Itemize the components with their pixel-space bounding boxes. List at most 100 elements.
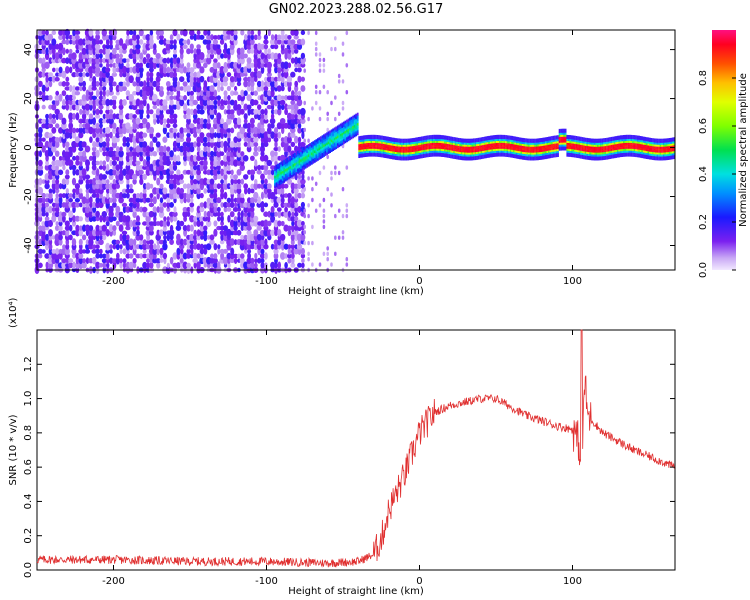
- spectrogram-cell: [223, 191, 228, 200]
- spectrogram-cell: [186, 141, 191, 148]
- spectrogram-cell: [476, 157, 478, 160]
- spectrogram-cell: [42, 34, 46, 41]
- spectrogram-cell: [356, 129, 359, 133]
- spectrogram-cell: [541, 151, 544, 154]
- spectrogram-cell: [289, 168, 292, 172]
- spectrogram-cell: [119, 53, 124, 59]
- spectrogram-cell: [78, 38, 84, 46]
- spectrogram-cell: [388, 139, 391, 142]
- spectrogram-cell: [555, 143, 558, 146]
- spectrogram-cell: [494, 152, 497, 155]
- spectrogram-cell: [290, 100, 296, 105]
- spectrogram-cell: [273, 44, 279, 50]
- spectrogram-cell: [189, 253, 194, 259]
- spectrogram-cell: [139, 141, 144, 148]
- spectrogram-cell: [176, 160, 181, 166]
- spectrogram-cell: [564, 148, 567, 151]
- spectrogram-cell: [388, 137, 391, 140]
- spectrogram-cell: [491, 141, 494, 144]
- spectrogram-cell: [65, 76, 70, 82]
- spectrogram-cell: [266, 61, 272, 69]
- spectrogram-cell: [273, 262, 279, 269]
- spectrogram-cell: [41, 30, 46, 36]
- spectrogram-cell: [206, 178, 211, 185]
- spectrogram-cell: [179, 248, 184, 255]
- spectrogram-cell: [332, 143, 335, 147]
- spectrogram-cell: [401, 150, 403, 153]
- spectrogram-cell: [75, 34, 80, 40]
- spectrogram-cell: [314, 46, 318, 52]
- spectrogram-cell: [213, 228, 218, 237]
- spectrogram-cell: [199, 66, 205, 74]
- spectrogram-cell: [499, 136, 501, 139]
- spectrogram-cell: [72, 100, 76, 105]
- spectrogram-cell: [518, 143, 521, 146]
- spectrogram-cell: [294, 135, 299, 144]
- spectrogram-cell: [300, 161, 302, 165]
- spectrogram-cell: [577, 142, 579, 145]
- spectrogram-cell: [253, 43, 258, 50]
- spectrogram-cell: [549, 156, 552, 159]
- spectrogram-cell: [281, 163, 284, 167]
- spectrogram-cell: [108, 99, 114, 106]
- spectrogram-cell: [587, 140, 590, 143]
- spectrogram-cell: [213, 188, 218, 194]
- spectrogram-cell: [119, 38, 124, 46]
- spectrogram-cell: [227, 257, 231, 264]
- spectrogram-cell: [287, 229, 292, 237]
- spectrogram-cell: [492, 137, 495, 140]
- spectrogram-cell: [578, 140, 581, 143]
- spectrogram-cell: [500, 134, 503, 137]
- spectrogram-cell: [496, 154, 498, 157]
- spectrogram-cell: [555, 145, 558, 148]
- spectrogram-cell: [280, 220, 285, 227]
- spectrogram-cell: [41, 118, 47, 124]
- spectrogram-cell: [179, 179, 185, 185]
- spectrogram-cell: [58, 169, 64, 176]
- spectrogram-cell: [318, 149, 321, 153]
- spectrogram-cell: [448, 153, 451, 156]
- spectrogram-cell: [287, 164, 290, 168]
- spectrogram-cell: [571, 147, 573, 150]
- spectrogram-cell: [219, 248, 225, 254]
- spectrogram-cell: [494, 142, 497, 146]
- spectrogram-cell: [236, 104, 242, 111]
- spectrogram-cell: [318, 170, 322, 176]
- spectrogram-cell: [206, 103, 211, 111]
- spectrogram-cell: [226, 151, 232, 157]
- spectrogram-cell: [571, 141, 573, 144]
- spectrogram-cell: [339, 126, 342, 129]
- spectrogram-cell: [396, 142, 399, 145]
- spectrogram-cell: [118, 81, 124, 87]
- spectrogram-cell: [275, 184, 278, 188]
- spectrogram-cell: [580, 146, 582, 149]
- spectrogram-cell: [395, 145, 397, 149]
- spectrogram-cell: [337, 170, 341, 176]
- spectrogram-cell: [209, 104, 215, 111]
- spectrogram-cell: [213, 211, 218, 217]
- spectrogram-cell: [322, 208, 326, 213]
- spectrogram-cell: [483, 146, 486, 149]
- spectrogram-cell: [291, 169, 293, 173]
- spectrogram-cell: [108, 205, 114, 214]
- spectrogram-cell: [277, 175, 279, 179]
- spectrogram-cell: [95, 253, 100, 259]
- spectrogram-cell: [575, 149, 578, 152]
- spectrogram-cell: [431, 136, 434, 140]
- spectrogram-cell: [189, 123, 195, 129]
- spectrogram-cell: [422, 136, 425, 139]
- spectrogram-cell: [502, 138, 504, 141]
- spectrogram-cell: [213, 206, 218, 213]
- spectrogram-cell: [584, 147, 587, 150]
- spectrogram-cell: [156, 34, 160, 40]
- spectrogram-cell: [292, 171, 295, 174]
- spectrogram-cell: [270, 261, 276, 269]
- spectrogram-cell: [292, 153, 295, 157]
- spectrogram-cell: [378, 150, 380, 154]
- spectrogram-cell: [112, 62, 117, 68]
- spectrogram-cell: [284, 171, 287, 174]
- spectrogram-cell: [393, 151, 396, 154]
- spectrogram-cell: [324, 152, 327, 156]
- spectrogram-cell: [459, 151, 461, 154]
